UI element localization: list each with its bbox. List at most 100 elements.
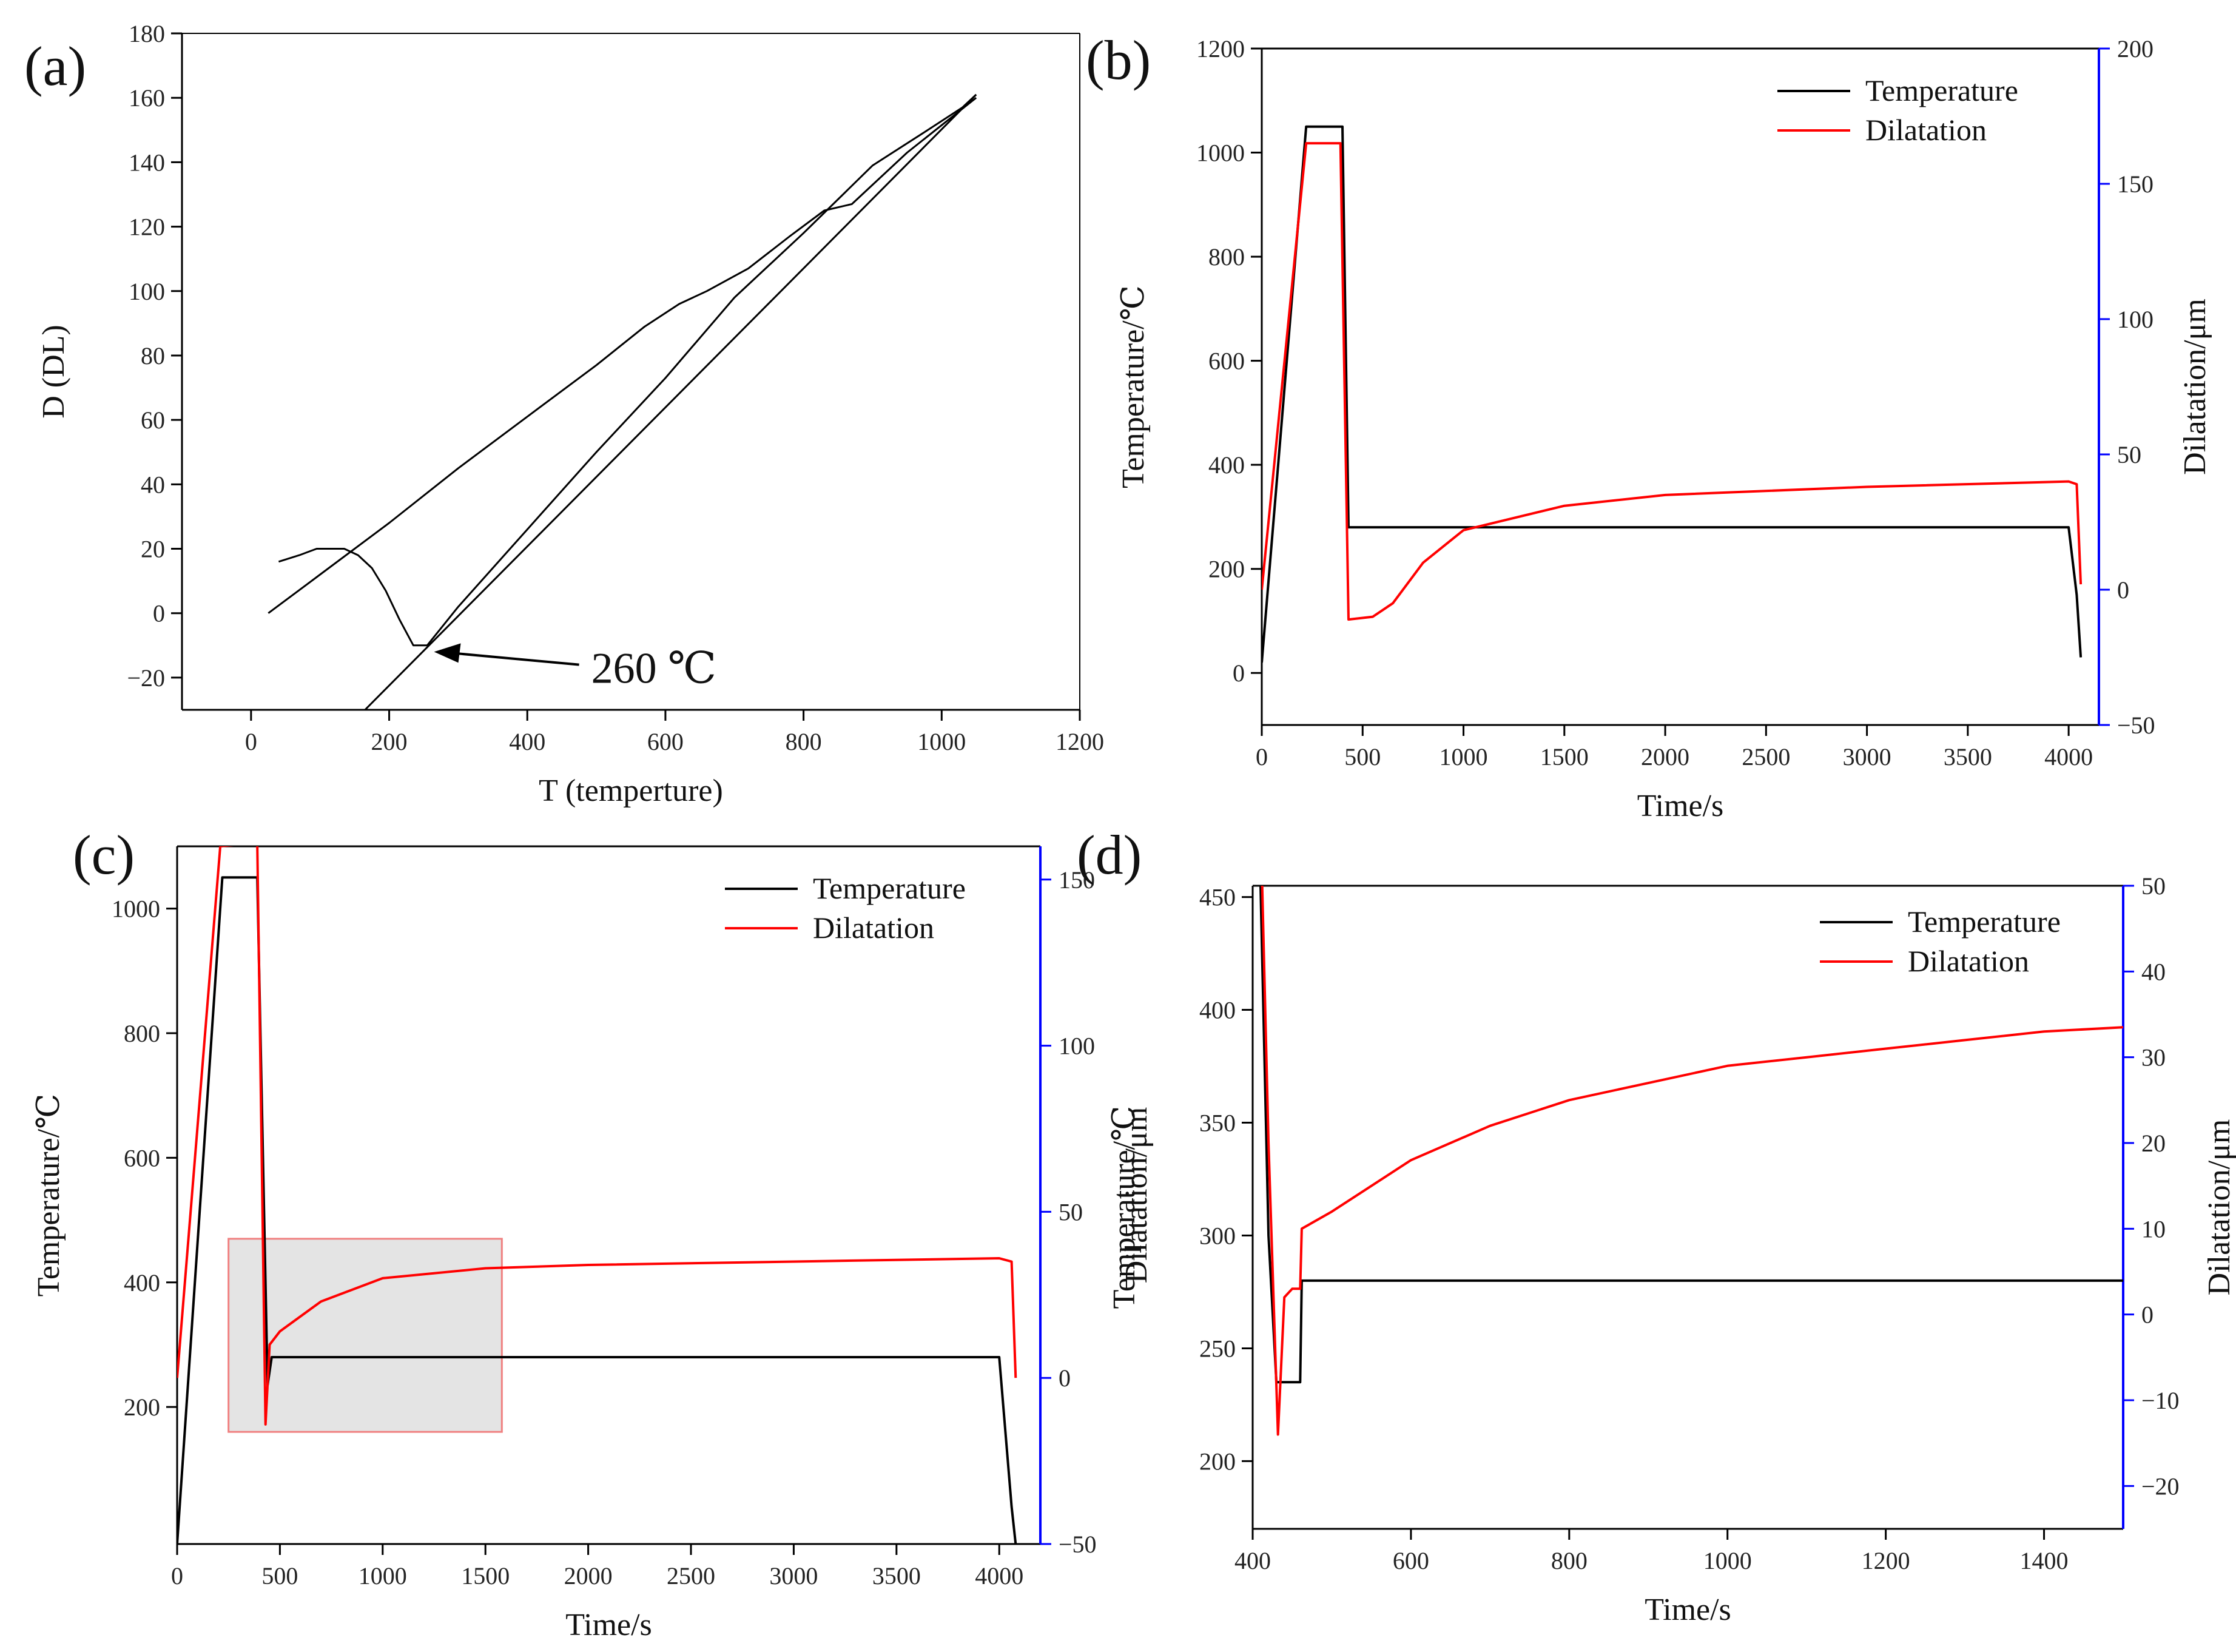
y2-tick-label: 0	[2141, 1301, 2153, 1329]
y-tick-label: 140	[129, 149, 165, 176]
y-tick-label: 40	[141, 471, 165, 498]
x-tick-label: 2000	[1641, 743, 1689, 770]
y2-tick-label: −10	[2141, 1387, 2180, 1414]
panel-b: (b)0 500 1000 1500 2000 2500 3000 3500 400002004…	[1086, 29, 2212, 823]
y-tick-label: 800	[1208, 243, 1245, 271]
y-tick-label: 600	[1208, 348, 1245, 375]
legend-label: Dilatation	[1865, 113, 1987, 147]
x-tick-label: 0	[1256, 743, 1268, 770]
y-tick-label: 350	[1199, 1110, 1236, 1137]
y2-tick-label: 200	[2117, 35, 2153, 62]
panel-label: (a)	[24, 35, 86, 97]
series-line-temperature	[1262, 125, 2083, 663]
x-axis-title: T (temperture)	[539, 774, 723, 808]
y2-tick-label: 40	[2141, 958, 2166, 985]
panel-label: (c)	[73, 824, 135, 886]
x-tick-label: 0	[245, 728, 257, 755]
legend-label: Temperature	[1908, 905, 2061, 939]
x-tick-label: 3000	[1843, 743, 1891, 770]
annotation-arrowhead	[434, 643, 461, 663]
x-tick-label: 1000	[1703, 1547, 1752, 1574]
y-tick-label: 80	[141, 342, 165, 369]
annotation-arrow	[452, 652, 579, 666]
panel-c: (c)0 500 1000 1500 2000 2500 3000 3500 400020040…	[32, 824, 1154, 1642]
legend-label: Temperature	[1865, 73, 2018, 107]
panel-label: (d)	[1077, 824, 1142, 886]
y2-tick-label: −20	[2141, 1472, 2180, 1500]
x-tick-label: 3000	[769, 1562, 818, 1590]
x-tick-label: 500	[1344, 743, 1381, 770]
x-tick-label: 1000	[917, 728, 966, 755]
x-tick-label: 3500	[1944, 743, 1992, 770]
panel-label: (b)	[1086, 29, 1151, 91]
y2-axis-title: Dilatation/μm	[2202, 1119, 2236, 1296]
series-line-dilatation	[1262, 142, 2083, 621]
y-tick-label: 20	[141, 536, 165, 563]
x-tick-label: 1400	[2020, 1547, 2069, 1574]
y-tick-label: 200	[1208, 556, 1245, 583]
x-tick-label: 1500	[461, 1562, 510, 1590]
y-tick-label: 800	[124, 1020, 160, 1047]
y2-tick-label: 100	[1059, 1033, 1095, 1060]
y-tick-label: 1200	[1196, 35, 1245, 62]
y-tick-label: 1000	[112, 895, 160, 923]
x-axis-title: Time/s	[1637, 789, 1724, 823]
legend-label: Dilatation	[1908, 944, 2029, 978]
x-tick-label: 800	[786, 728, 822, 755]
y2-tick-label: 10	[2141, 1215, 2166, 1242]
y2-tick-label: 50	[1059, 1198, 1083, 1226]
x-tick-label: 600	[647, 728, 684, 755]
y2-tick-label: −50	[1059, 1531, 1097, 1558]
y-tick-label: 120	[129, 214, 165, 241]
y-tick-label: 400	[124, 1269, 160, 1296]
series-line-dilatation	[177, 846, 1017, 1426]
legend-label: Dilatation	[813, 911, 934, 945]
y-axis-title: Temperature/℃	[32, 1094, 66, 1297]
y-tick-label: 250	[1199, 1335, 1236, 1362]
y-tick-label: 100	[129, 278, 165, 305]
x-tick-label: 400	[1234, 1547, 1271, 1574]
x-tick-label: 400	[509, 728, 545, 755]
x-tick-label: 1200	[1862, 1547, 1910, 1574]
y-tick-label: 400	[1199, 997, 1236, 1024]
x-tick-label: 2500	[667, 1562, 715, 1590]
series-line-temperature	[177, 876, 1017, 1544]
y-tick-label: 200	[124, 1394, 160, 1421]
x-tick-label: 4000	[2044, 743, 2093, 770]
y-tick-label: 160	[129, 84, 165, 112]
y2-tick-label: 0	[2117, 576, 2129, 604]
y2-axis-title: Dilatation/μm	[2178, 298, 2212, 475]
highlight-box	[227, 1238, 503, 1433]
series-line-dilatometric-curve	[278, 93, 977, 647]
y2-tick-label: 100	[2117, 306, 2153, 333]
y2-axis-title: Dilatation/μm	[1119, 1107, 1154, 1284]
legend-label: Temperature	[813, 871, 966, 905]
x-tick-label: 1200	[1056, 728, 1104, 755]
x-tick-label: 0	[171, 1562, 183, 1590]
x-tick-label: 1500	[1540, 743, 1589, 770]
y2-tick-label: 30	[2141, 1044, 2166, 1071]
x-tick-label: 3500	[872, 1562, 921, 1590]
x-tick-label: 800	[1551, 1547, 1588, 1574]
y-tick-label: 200	[1199, 1448, 1236, 1475]
annotation-label: 260 ℃	[591, 644, 717, 693]
y-tick-label: 0	[1233, 659, 1245, 687]
x-tick-label: 1000	[359, 1562, 407, 1590]
panel-d: (d)400 600 800 1000 1200 14002002503003504004…	[1077, 824, 2236, 1627]
series-line-dilatation	[1261, 886, 2123, 1436]
y2-tick-label: 150	[1059, 866, 1095, 894]
y-tick-label: 450	[1199, 884, 1236, 911]
y-axis-title: Temperature/℃	[1107, 1106, 1142, 1309]
y-axis-title: D (DL)	[36, 325, 71, 419]
x-tick-label: 200	[371, 728, 408, 755]
y-tick-label: −20	[127, 664, 165, 692]
panel-a: (a) 0 200 400 600 800 1000 1200 −20 0 20 40 60 80 100 1…	[24, 20, 1104, 808]
y-tick-label: 600	[124, 1144, 160, 1172]
y2-tick-label: 50	[2117, 441, 2141, 468]
y2-tick-label: 0	[1059, 1364, 1071, 1392]
x-axis-title: Time/s	[565, 1608, 652, 1642]
y-tick-label: 180	[129, 20, 165, 47]
y2-tick-label: 150	[2117, 170, 2153, 198]
y-tick-label: 0	[153, 600, 165, 627]
